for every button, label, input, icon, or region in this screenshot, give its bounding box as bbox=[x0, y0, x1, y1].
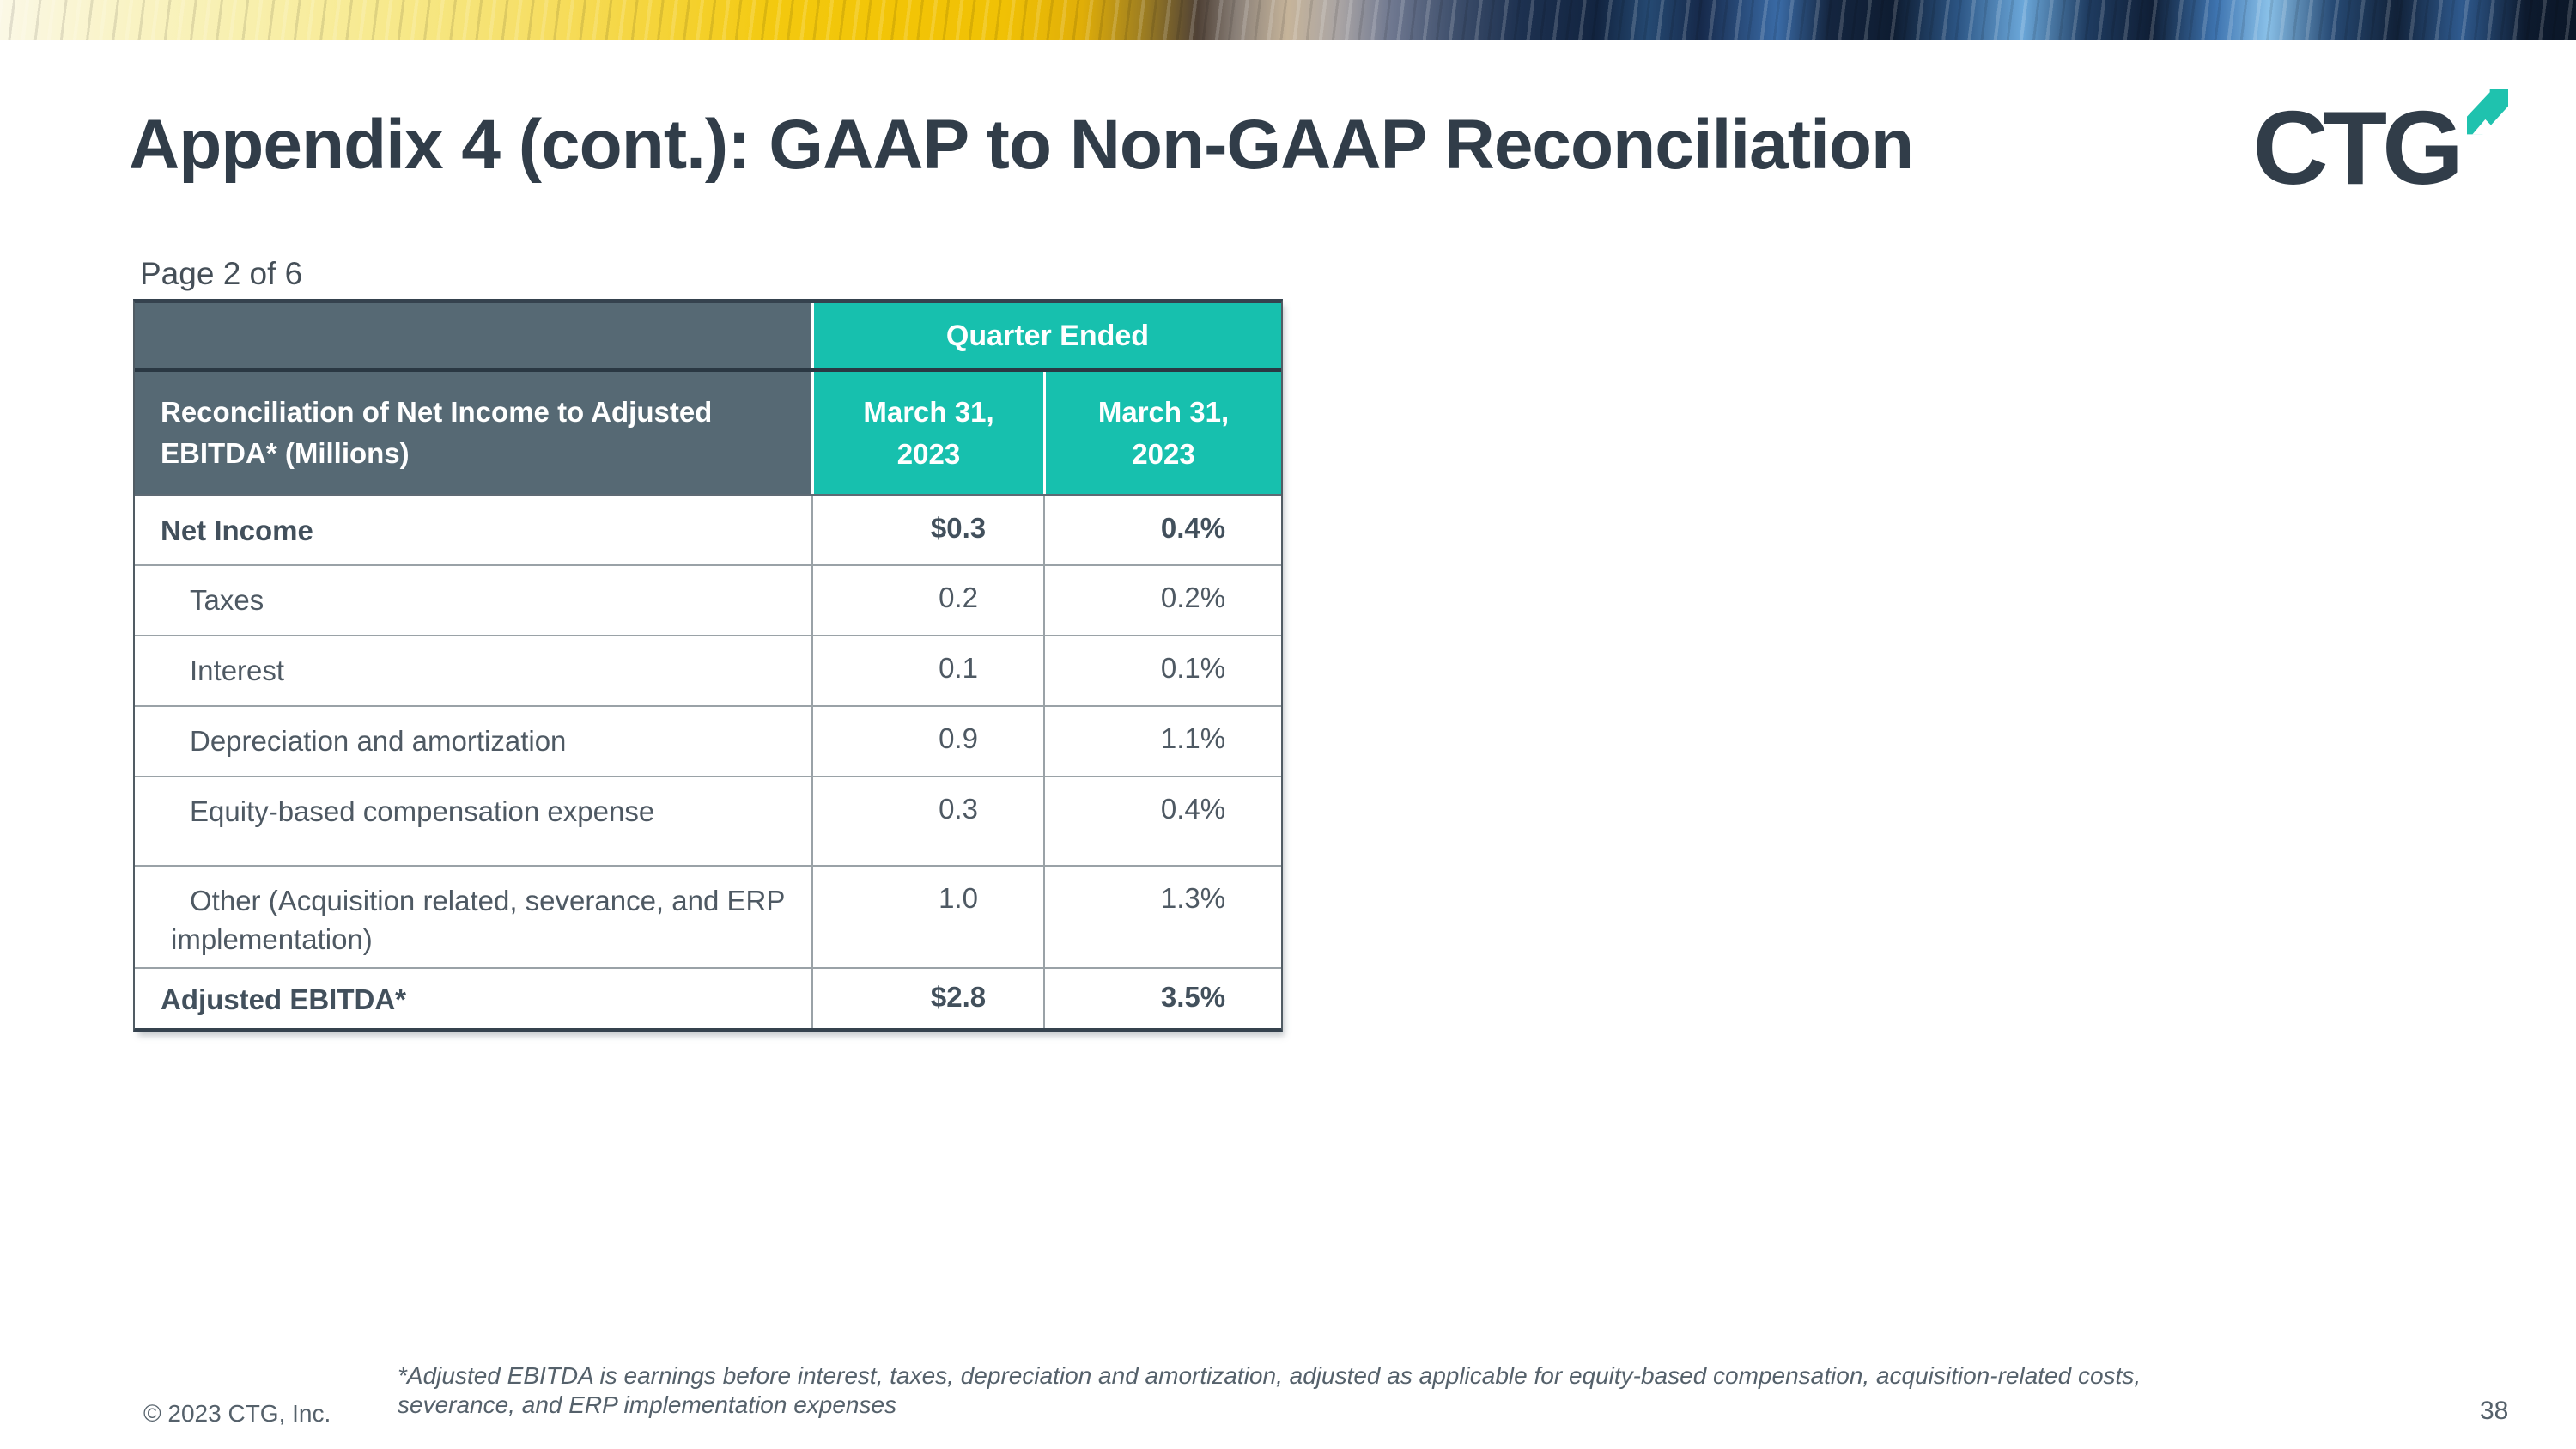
row-value-dollars: 0.3 bbox=[811, 777, 1043, 865]
row-value-dollars: $2.8 bbox=[811, 969, 1043, 1028]
row-value-dollars: $0.3 bbox=[811, 496, 1043, 564]
corner-header: Reconciliation of Net Income to Adjusted… bbox=[135, 372, 811, 494]
column-header-dollars: March 31, 2023 bbox=[811, 372, 1043, 494]
row-label: Other (Acquisition related, severance, a… bbox=[171, 885, 785, 955]
page-indicator: Page 2 of 6 bbox=[140, 256, 303, 291]
row-value-dollars: 0.9 bbox=[811, 707, 1043, 776]
row-label: Taxes bbox=[190, 584, 264, 616]
ctg-logo-text: CTG bbox=[2252, 89, 2464, 206]
decorative-top-banner bbox=[0, 0, 2576, 40]
row-value-percent: 1.1% bbox=[1043, 707, 1281, 776]
table-row: Net Income $0.3 0.4% bbox=[135, 494, 1281, 564]
table-group-header-row: Quarter Ended bbox=[135, 303, 1281, 368]
row-value-percent: 0.1% bbox=[1043, 636, 1281, 705]
table-row: Equity-based compensation expense 0.3 0.… bbox=[135, 776, 1281, 865]
column-header-percent: March 31, 2023 bbox=[1043, 372, 1281, 494]
row-label: Interest bbox=[190, 654, 285, 686]
table-row: Depreciation and amortization 0.9 1.1% bbox=[135, 705, 1281, 776]
slide-title: Appendix 4 (cont.): GAAP to Non-GAAP Rec… bbox=[129, 106, 1914, 184]
row-label: Adjusted EBITDA* bbox=[161, 983, 407, 1016]
reconciliation-table: Quarter Ended Reconciliation of Net Inco… bbox=[133, 299, 1283, 1032]
page-number: 38 bbox=[2480, 1397, 2509, 1425]
table-row: Interest 0.1 0.1% bbox=[135, 635, 1281, 705]
corner-blank-cell bbox=[135, 303, 811, 368]
table-row: Adjusted EBITDA* $2.8 3.5% bbox=[135, 967, 1281, 1028]
row-value-percent: 0.4% bbox=[1043, 777, 1281, 865]
row-value-percent: 3.5% bbox=[1043, 969, 1281, 1028]
footnote-text: *Adjusted EBITDA is earnings before inte… bbox=[398, 1362, 2142, 1418]
row-value-dollars: 1.0 bbox=[811, 867, 1043, 968]
table-body: Net Income $0.3 0.4% Taxes 0.2 0.2% Inte… bbox=[135, 494, 1281, 1028]
row-value-percent: 0.2% bbox=[1043, 566, 1281, 635]
row-value-dollars: 0.1 bbox=[811, 636, 1043, 705]
row-value-percent: 0.4% bbox=[1043, 496, 1281, 564]
row-label: Net Income bbox=[161, 514, 313, 546]
row-value-dollars: 0.2 bbox=[811, 566, 1043, 635]
row-label: Depreciation and amortization bbox=[190, 725, 567, 757]
table-row: Taxes 0.2 0.2% bbox=[135, 564, 1281, 635]
table-row: Other (Acquisition related, severance, a… bbox=[135, 865, 1281, 968]
row-label: Equity-based compensation expense bbox=[190, 795, 655, 827]
quarter-ended-header: Quarter Ended bbox=[811, 303, 1281, 368]
ctg-logo: CTG bbox=[2252, 89, 2508, 200]
ctg-arrow-icon bbox=[2467, 89, 2508, 135]
row-value-percent: 1.3% bbox=[1043, 867, 1281, 968]
copyright-text: © 2023 CTG, Inc. bbox=[143, 1400, 331, 1427]
table-column-header-row: Reconciliation of Net Income to Adjusted… bbox=[135, 368, 1281, 494]
